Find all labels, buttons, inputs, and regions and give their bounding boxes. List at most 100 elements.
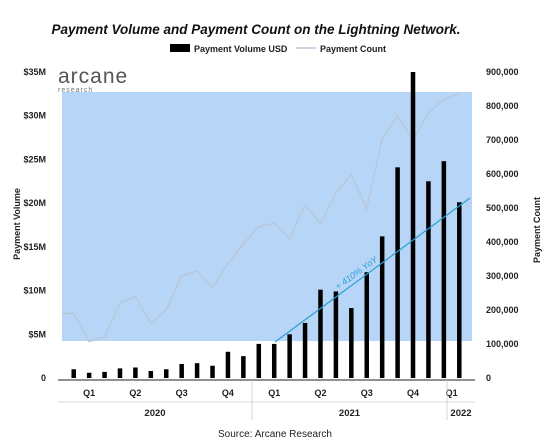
volume-bar <box>426 181 431 378</box>
volume-bar <box>364 272 369 378</box>
volume-bar <box>410 72 416 378</box>
count-point <box>257 225 260 228</box>
right-tick-label: 0 <box>486 373 491 383</box>
count-point <box>319 222 322 225</box>
legend: Payment Volume USD Payment Count <box>170 44 386 54</box>
count-point <box>350 173 353 176</box>
count-point <box>134 295 137 298</box>
count-point <box>304 203 306 206</box>
volume-bar <box>395 167 400 378</box>
volume-bar <box>102 371 107 378</box>
yoy-trend-line <box>274 197 471 343</box>
count-point <box>211 287 214 289</box>
left-axis-ticks: 0 $5M $10M $15M $20M $25M $30M $35M <box>23 67 46 383</box>
right-axis-title: Payment Count <box>532 197 542 263</box>
count-point <box>119 302 121 305</box>
quarter-label: Q1 <box>446 388 458 398</box>
brand-logo: arcane research <box>58 65 128 94</box>
volume-bar <box>256 343 262 378</box>
right-tick-label: 900,000 <box>486 67 519 77</box>
right-tick-label: 500,000 <box>486 203 519 213</box>
count-point <box>427 112 430 114</box>
legend-label-volume: Payment Volume USD <box>194 44 288 54</box>
volume-bar <box>71 369 76 378</box>
right-tick-label: 300,000 <box>486 271 519 281</box>
count-point <box>196 270 198 272</box>
right-tick-label: 400,000 <box>486 237 519 247</box>
count-point <box>150 322 152 325</box>
year-label: 2022 <box>450 408 471 419</box>
left-tick-label: $20M <box>23 198 46 208</box>
count-point <box>180 275 183 277</box>
year-dividers <box>251 380 448 420</box>
volume-bar <box>225 351 231 378</box>
quarter-label: Q4 <box>407 388 419 398</box>
volume-bar <box>379 236 385 378</box>
quarter-label: Q4 <box>222 388 234 398</box>
year-label: 2020 <box>144 408 165 419</box>
quarter-label: Q1 <box>268 388 280 398</box>
quarter-label: Q3 <box>176 388 188 398</box>
count-point <box>242 242 245 245</box>
count-point <box>103 336 106 339</box>
year-labels: 2020 2021 2022 <box>144 408 471 419</box>
volume-bar <box>179 364 184 378</box>
right-tick-label: 800,000 <box>486 101 519 111</box>
count-point <box>72 312 75 315</box>
count-point <box>335 191 337 194</box>
volume-bar <box>210 365 215 378</box>
volume-bar <box>318 289 323 378</box>
volume-bar <box>133 367 138 378</box>
volume-bar <box>333 291 339 378</box>
count-point <box>365 208 368 210</box>
chart-title: Payment Volume and Payment Count on the … <box>51 22 460 37</box>
quarter-label: Q1 <box>83 388 95 398</box>
year-label: 2021 <box>339 408 361 419</box>
volume-bar <box>287 334 292 378</box>
count-point <box>165 309 168 311</box>
brand-name: arcane <box>58 65 128 88</box>
left-axis-title: Payment Volume <box>12 188 22 260</box>
count-point <box>381 137 383 140</box>
count-point <box>458 92 461 95</box>
right-tick-label: 700,000 <box>486 135 519 145</box>
count-point <box>288 237 291 240</box>
volume-bar <box>241 356 246 378</box>
count-point <box>227 262 229 264</box>
left-tick-label: $10M <box>23 286 46 296</box>
right-tick-label: 200,000 <box>486 305 519 315</box>
legend-label-count: Payment Count <box>320 44 386 54</box>
volume-bar <box>441 161 447 378</box>
count-point <box>88 340 90 343</box>
left-tick-label: $25M <box>23 154 46 164</box>
volume-bar <box>302 322 308 378</box>
volume-bar <box>457 202 462 378</box>
right-tick-label: 100,000 <box>486 339 519 349</box>
brand-sub: research <box>58 87 93 94</box>
volume-bar <box>148 371 154 378</box>
left-tick-label: $35M <box>23 67 46 77</box>
right-tick-label: 600,000 <box>486 169 519 179</box>
count-point <box>273 222 276 225</box>
left-tick-label: $15M <box>23 242 46 252</box>
volume-bar <box>86 372 92 378</box>
legend-swatch-volume <box>170 44 190 52</box>
volume-bar <box>194 363 200 378</box>
quarter-label: Q2 <box>129 388 141 398</box>
quarter-labels: Q1 Q2 Q3 Q4 Q1 Q2 Q3 Q4 Q1 <box>83 388 457 398</box>
volume-bar <box>271 343 277 378</box>
source-note: Source: Arcane Research <box>218 429 332 440</box>
right-axis-ticks: 0 100,000 200,000 300,000 400,000 500,000 600,… <box>486 67 519 383</box>
count-point <box>396 115 399 117</box>
volume-bar <box>164 369 169 378</box>
volume-bar <box>349 308 354 378</box>
left-tick-label: 0 <box>41 373 46 383</box>
volume-bar <box>117 368 123 378</box>
payment-volume-bars <box>71 72 462 378</box>
left-tick-label: $5M <box>28 329 46 339</box>
highlight-shade <box>62 92 472 341</box>
left-tick-label: $30M <box>23 111 46 121</box>
quarter-label: Q3 <box>361 388 373 398</box>
count-point <box>443 98 445 100</box>
